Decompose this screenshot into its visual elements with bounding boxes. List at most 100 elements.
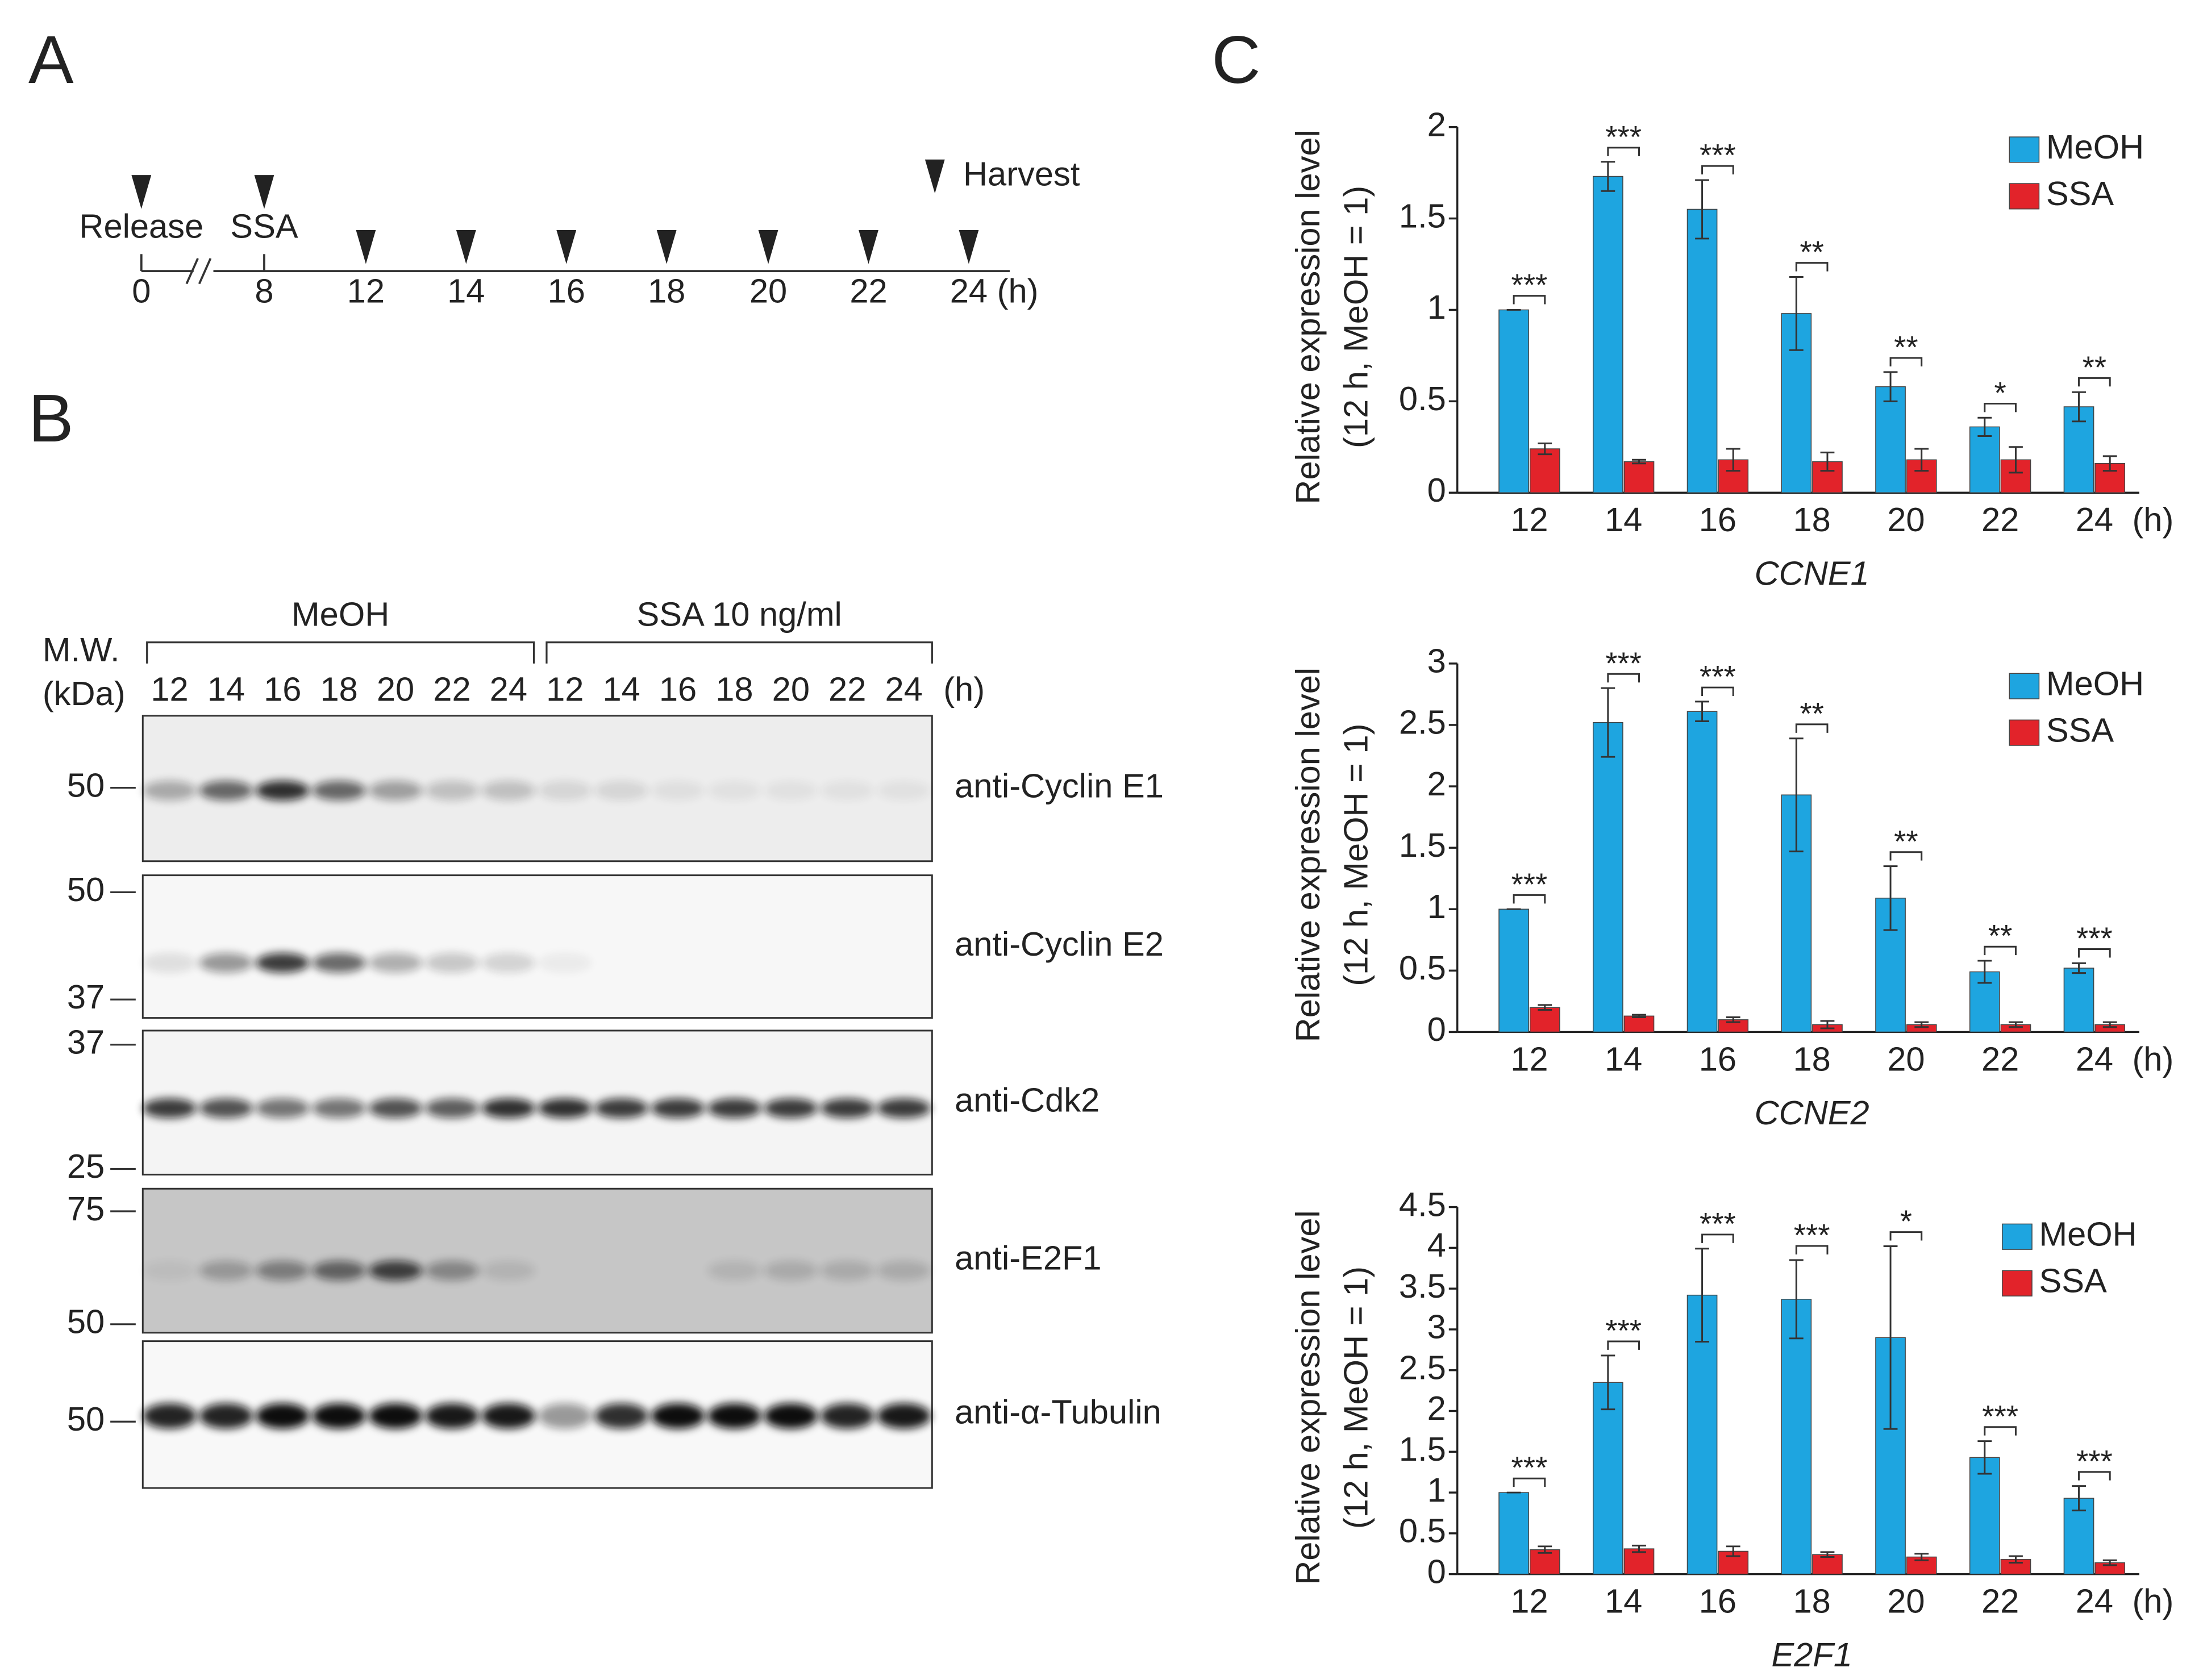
- significance-bracket: [1984, 1426, 2017, 1436]
- group-label: MeOH: [291, 595, 389, 633]
- band: [481, 1260, 536, 1281]
- bar: [1623, 1015, 1655, 1033]
- lane-label: 16: [659, 670, 697, 708]
- x-tick-label: 12: [1510, 1582, 1548, 1620]
- error-bar: [2072, 1485, 2086, 1512]
- legend-label: MeOH: [2046, 664, 2144, 702]
- y-tick-label: 0.5: [1399, 380, 1446, 418]
- error-bar: [2072, 962, 2086, 974]
- bar: [1498, 1492, 1529, 1575]
- error-bar: [1632, 1014, 1646, 1018]
- x-tick-label: 22: [1981, 1582, 2019, 1620]
- lane-label: 20: [377, 670, 414, 708]
- error-bar: [2072, 391, 2086, 423]
- error-bar: [1883, 865, 1898, 931]
- time-label: 8: [255, 272, 273, 310]
- bar: [1686, 711, 1718, 1033]
- mw-marker: 25: [67, 1147, 105, 1185]
- lane-label: 24: [490, 670, 527, 708]
- band: [651, 1403, 705, 1429]
- panel-label: C: [1211, 22, 1260, 98]
- band: [651, 1098, 705, 1119]
- error-bar: [1601, 687, 1615, 758]
- lane-label: 18: [715, 670, 753, 708]
- bar: [1498, 309, 1529, 493]
- legend-swatch: [2009, 719, 2040, 746]
- x-tick-label: 14: [1605, 1040, 1642, 1078]
- y-tick-label: 1.5: [1399, 1430, 1446, 1468]
- band: [651, 781, 705, 801]
- lane-label: 24: [885, 670, 922, 708]
- significance-bracket: [1795, 723, 1829, 733]
- y-axis-label: Relative expression level: [1289, 668, 1327, 1043]
- band: [312, 953, 366, 973]
- band: [425, 1260, 479, 1281]
- significance-bracket: [1701, 165, 1734, 175]
- y-tick-label: 0: [1427, 471, 1446, 509]
- x-tick-label: 16: [1699, 1582, 1736, 1620]
- band: [425, 1098, 479, 1119]
- significance-label: ***: [1511, 268, 1548, 302]
- error-bar: [1883, 371, 1898, 402]
- significance-bracket: [1889, 1231, 1923, 1241]
- band: [538, 1403, 592, 1429]
- legend-swatch: [2002, 1270, 2033, 1297]
- lane-label: 12: [546, 670, 584, 708]
- mw-marker: 37: [67, 978, 105, 1016]
- band: [143, 953, 197, 973]
- y-tick-label: 2: [1427, 1389, 1446, 1427]
- y-tick-label: 2.5: [1399, 703, 1446, 741]
- time-label: 12: [347, 272, 385, 310]
- band: [594, 1098, 648, 1119]
- band: [312, 781, 366, 801]
- significance-label: **: [1894, 824, 1918, 858]
- error-bar: [1977, 416, 1992, 437]
- legend-swatch: [2002, 1223, 2033, 1250]
- time-unit: (h): [997, 272, 1039, 310]
- band: [594, 1403, 648, 1429]
- significance-label: ***: [1982, 1399, 2018, 1433]
- bar: [1686, 209, 1718, 493]
- y-tick-label: 1.5: [1399, 197, 1446, 235]
- panel-label: A: [28, 22, 74, 98]
- lane-unit: (h): [943, 670, 985, 708]
- error-bar: [2102, 455, 2117, 472]
- mw-marker: 50: [67, 870, 105, 908]
- lane-label: 22: [828, 670, 866, 708]
- time-label: 14: [447, 272, 485, 310]
- band: [481, 1098, 536, 1119]
- band: [821, 781, 874, 801]
- significance-label: ***: [2076, 921, 2113, 956]
- significance-bracket: [1795, 262, 1829, 272]
- x-tick-label: 24: [2076, 1040, 2113, 1078]
- bar: [2063, 968, 2094, 1033]
- band: [707, 1098, 761, 1119]
- axis-break: [198, 257, 212, 285]
- mw-marker: 37: [67, 1023, 105, 1061]
- error-bar: [1601, 1354, 1615, 1411]
- mw-marker: 50: [67, 1400, 105, 1438]
- event-label: SSA: [230, 207, 298, 245]
- legend-swatch: [2009, 136, 2040, 163]
- error-bar: [1789, 1259, 1804, 1340]
- band: [821, 1098, 874, 1119]
- legend-label: SSA: [2046, 711, 2114, 749]
- y-axis-label: Relative expression level: [1289, 1210, 1327, 1585]
- antibody-label: anti-Cyclin E2: [955, 925, 1164, 963]
- x-tick-label: 14: [1605, 1582, 1642, 1620]
- band: [143, 1098, 197, 1119]
- band: [312, 1260, 366, 1281]
- band: [256, 1260, 310, 1281]
- error-bar: [1695, 701, 1709, 722]
- error-bar: [1820, 1551, 1835, 1558]
- x-axis-label: CCNE1: [1755, 555, 1869, 593]
- band: [481, 953, 536, 973]
- antibody-label: anti-E2F1: [955, 1239, 1102, 1277]
- event-label: Release: [79, 207, 203, 245]
- band: [199, 781, 253, 801]
- band: [256, 781, 310, 801]
- arrowhead: [456, 230, 476, 264]
- y-tick-label: 4.5: [1399, 1185, 1446, 1223]
- significance-label: **: [1800, 696, 1824, 731]
- error-bar: [2009, 1555, 2023, 1564]
